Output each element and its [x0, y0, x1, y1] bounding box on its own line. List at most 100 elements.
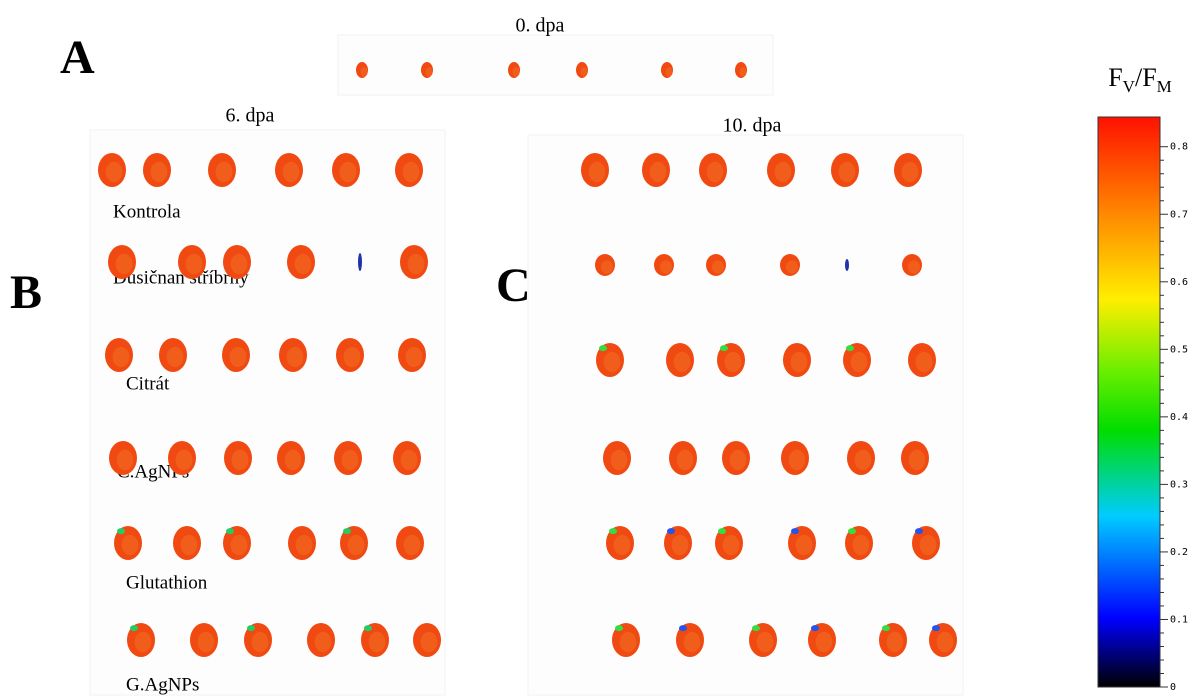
leaf-texture: [167, 347, 184, 367]
leaf-texture: [198, 632, 215, 652]
heading: 0. dpa: [516, 15, 565, 37]
leaf-spot: [247, 625, 255, 631]
leaf-texture: [285, 450, 302, 470]
leaf-spot: [364, 625, 372, 631]
leaf: [845, 259, 849, 271]
leaf-texture: [315, 632, 332, 652]
colorbar-tick-label: 0.7: [1170, 209, 1188, 220]
leaf-spot: [130, 625, 138, 631]
leaf-texture: [403, 162, 420, 182]
leaf-texture: [853, 535, 870, 555]
leaf-texture: [739, 67, 746, 77]
panel-c-image: [528, 135, 963, 695]
leaf-texture: [406, 347, 423, 367]
leaf-spot: [752, 625, 760, 631]
leaf-texture: [106, 162, 123, 182]
leaf-spot: [599, 345, 607, 351]
leaf-texture: [252, 632, 269, 652]
leaf-texture: [283, 162, 300, 182]
leaf-texture: [816, 632, 833, 652]
leaf-texture: [887, 632, 904, 652]
leaf-texture: [231, 535, 248, 555]
leaf: [358, 253, 362, 271]
leaf-spot: [882, 625, 890, 631]
leaf-spot: [718, 528, 726, 534]
leaf-texture: [408, 254, 425, 274]
leaf-texture: [855, 450, 872, 470]
leaf-texture: [295, 254, 312, 274]
leaf-spot: [915, 528, 923, 534]
leaf-spot: [117, 528, 125, 534]
row-label: Glutathion: [126, 572, 208, 593]
colorbar-tick-label: 0.8: [1170, 142, 1188, 153]
leaf-texture: [231, 254, 248, 274]
leaf-spot: [791, 528, 799, 534]
leaf-texture: [902, 162, 919, 182]
leaf-texture: [401, 450, 418, 470]
leaf-texture: [348, 535, 365, 555]
leaf-spot: [615, 625, 623, 631]
leaf-texture: [181, 535, 198, 555]
leaf-texture: [135, 632, 152, 652]
leaf-texture: [230, 347, 247, 367]
colorbar-tick-label: 0.1: [1170, 614, 1188, 625]
leaf-texture: [620, 632, 637, 652]
leaf-spot: [226, 528, 234, 534]
leaf-spot: [932, 625, 940, 631]
row-label: Kontrola: [113, 201, 181, 222]
leaf-texture: [674, 352, 691, 372]
leaf-texture: [665, 67, 672, 77]
leaf-texture: [151, 162, 168, 182]
leaf-spot: [343, 528, 351, 534]
leaf-spot: [846, 345, 854, 351]
colorbar-tick-label: 0.4: [1170, 412, 1188, 423]
colorbar-tick-label: 0.3: [1170, 479, 1188, 490]
leaf-texture: [186, 254, 203, 274]
leaf-texture: [775, 162, 792, 182]
leaf-texture: [344, 347, 361, 367]
leaf-texture: [340, 162, 357, 182]
panel-letter: A: [60, 31, 95, 84]
leaf-texture: [589, 162, 606, 182]
leaf-spot: [720, 345, 728, 351]
leaf-texture: [791, 352, 808, 372]
leaf-texture: [604, 352, 621, 372]
heading: 6. dpa: [226, 105, 275, 127]
leaf-texture: [937, 632, 954, 652]
leaf-texture: [232, 450, 249, 470]
leaf-texture: [580, 67, 587, 77]
leaf-texture: [916, 352, 933, 372]
leaf-texture: [677, 450, 694, 470]
leaf-texture: [707, 162, 724, 182]
leaf-texture: [684, 632, 701, 652]
leaf-texture: [786, 260, 798, 273]
leaf-texture: [404, 535, 421, 555]
leaf-texture: [287, 347, 304, 367]
leaf-texture: [909, 450, 926, 470]
figure: A B C 0. dpa 6. dpa 10. dpa Kontrola Dus…: [0, 0, 1202, 698]
leaf-texture: [113, 347, 130, 367]
leaf-texture: [650, 162, 667, 182]
leaf-texture: [908, 260, 920, 273]
leaf-spot: [667, 528, 675, 534]
leaf-spot: [609, 528, 617, 534]
row-label: Citrát: [126, 373, 170, 394]
row-label: G.AgNPs: [126, 674, 199, 695]
leaf-texture: [789, 450, 806, 470]
leaf-spot: [848, 528, 856, 534]
leaf-texture: [614, 535, 631, 555]
leaf-texture: [216, 162, 233, 182]
leaf-spot: [811, 625, 819, 631]
leaf-texture: [369, 632, 386, 652]
leaf-texture: [725, 352, 742, 372]
panel-letter: B: [10, 266, 42, 319]
leaf-texture: [672, 535, 689, 555]
heading: 10. dpa: [723, 115, 782, 137]
leaf-texture: [425, 67, 432, 77]
leaf-texture: [122, 535, 139, 555]
colorbar-tick-label: 0.2: [1170, 547, 1188, 558]
panel-a-image: [338, 35, 773, 95]
leaf-texture: [712, 260, 724, 273]
leaf-texture: [360, 67, 367, 77]
leaf-texture: [796, 535, 813, 555]
